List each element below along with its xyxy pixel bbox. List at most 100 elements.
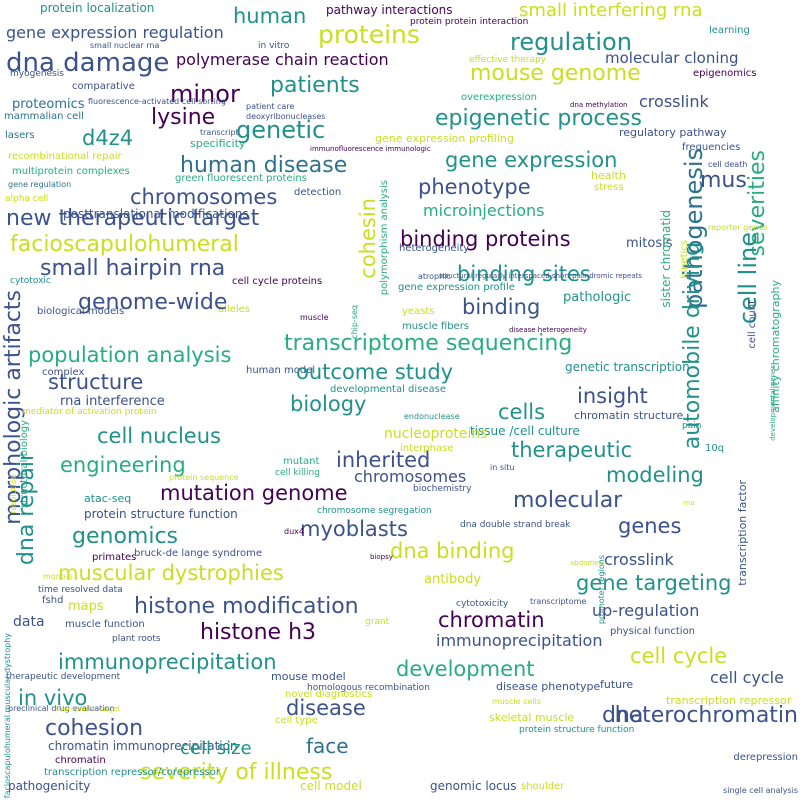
word-therapeutic-development: therapeutic development <box>6 672 121 682</box>
word-lysine: lysine <box>151 105 216 130</box>
word-bruck-de-lange-syndrome: bruck-de lange syndrome <box>134 548 263 559</box>
word-regulatory-pathway: regulatory pathway <box>619 126 727 139</box>
word-specificity: specificity <box>190 137 246 150</box>
word-disease-phenotype: disease phenotype <box>496 680 601 693</box>
word-chromatin: chromatin <box>55 755 106 766</box>
word-genomic-locus: genomic locus <box>430 779 517 793</box>
word-d4z4: d4z4 <box>82 126 134 150</box>
word-shoulder: shoulder <box>521 781 565 792</box>
word-cells: cells <box>498 400 546 424</box>
word-chromatin: chromatin <box>438 608 545 632</box>
word-disease-heterogeneity: disease heterogeneity <box>509 326 587 334</box>
word-muscular-dystrophies: muscular dystrophies <box>58 561 284 585</box>
word-biochemistry: biochemistry <box>413 484 472 494</box>
word-future: future <box>600 678 634 691</box>
word-alpha-cell: alpha cell <box>5 194 49 204</box>
word-derepression: derepression <box>733 752 798 763</box>
word-chromatin-structure: chromatin structure <box>574 409 684 422</box>
word-molecular-cloning: molecular cloning <box>605 49 739 67</box>
word-plant-roots: plant roots <box>112 634 161 644</box>
word-polymorphism-analysis: polymorphism analysis <box>379 180 390 296</box>
word-in-situ: in situ <box>490 463 515 472</box>
word-chip-seq: chip-seq <box>350 305 359 339</box>
word-immunoprecipitation: immunoprecipitation <box>58 650 277 674</box>
word-genomics: genomics <box>72 524 179 549</box>
word-heterochromatin: heterochromatin <box>614 703 798 728</box>
word-molecular: molecular <box>513 488 623 513</box>
word-dna-repair: dna repair <box>14 452 39 566</box>
word-epigenetic-process: epigenetic process <box>435 106 642 131</box>
word-preclinical-drug-evaluation: preclinical drug evaluation <box>8 704 115 713</box>
word-gene-expression-regulation: gene expression regulation <box>6 23 224 42</box>
word-cell-nucleus: cell nucleus <box>97 424 221 448</box>
word-recombinational-repair: recombinational repair <box>8 151 122 162</box>
word-small-nuclear-rna: small nuclear rna <box>90 41 160 50</box>
word-sister-chromatid: sister chromatid <box>659 210 673 308</box>
word-dna: dna <box>602 703 644 728</box>
word-gene-expression-profile: gene expression profile <box>398 282 515 293</box>
word-detection: detection <box>294 187 342 198</box>
word-biology: biology <box>290 392 367 416</box>
word-biological-models: biological models <box>37 306 125 317</box>
word-protein-structure-function: protein structure function <box>519 725 635 735</box>
word-transcription-repressor-corepressor: transcription repressor/corepressor <box>44 767 220 778</box>
word-small-hairpin-rna: small hairpin rna <box>40 256 226 281</box>
word-immunoprecipitation: immunoprecipitation <box>436 631 603 650</box>
word-skeletal-muscle: skeletal muscle <box>489 711 575 724</box>
word-genome-wide: genome-wide <box>78 290 228 315</box>
word-cohesion: cohesion <box>45 716 144 741</box>
word-small-interfering-rna: small interfering rna <box>519 0 703 21</box>
word-therapeutic-target: therapeutic target <box>56 705 120 713</box>
word-engineering: engineering <box>60 453 186 477</box>
word-gene-expression-profiling: gene expression profiling <box>375 132 514 145</box>
word-endonuclease: endonuclease <box>404 412 460 421</box>
word-cell-size: cell size <box>180 738 252 759</box>
word-lasers: lasers <box>5 130 35 141</box>
word-pathogenicity: pathogenicity <box>8 779 91 793</box>
word-patients: patients <box>270 73 360 98</box>
word-pathologic: pathologic <box>563 290 632 305</box>
word-dna-binding: dna binding <box>390 539 515 563</box>
word-regulation: regulation <box>510 28 632 56</box>
word-cohesin: cohesin <box>356 198 380 279</box>
word-transcription-repressor: transcription repressor <box>666 694 792 707</box>
word-mus: mus <box>700 168 747 193</box>
word-structural-regularly-interspaced-short-palindromic-repeats: structural regularly interspaced short p… <box>439 272 642 280</box>
word-cell-cycle: cell cycle <box>630 644 728 668</box>
word-mammalian-cell: mammalian cell <box>4 111 84 122</box>
word-abdomen: abdomen <box>570 559 604 567</box>
word-genes: genes <box>618 514 682 538</box>
word-development: development <box>396 657 535 681</box>
word-patient-care: patient care <box>246 102 295 111</box>
word-data: data <box>13 614 45 630</box>
word-complex: complex <box>42 367 85 378</box>
word-myoblasts: myoblasts <box>300 517 408 541</box>
word-epigenomics: epigenomics <box>693 68 757 79</box>
word-up-regulation: up-regulation <box>592 601 700 620</box>
word-physical-function: physical function <box>610 626 696 637</box>
word-tissue-cell-culture: tissue /cell culture <box>470 424 580 438</box>
word-binding: binding <box>462 295 541 319</box>
word-mutant: mutant <box>283 456 320 467</box>
word-face: face <box>306 734 349 758</box>
word-deoxyribonucleases: deoxyribonucleases <box>246 112 326 121</box>
word-maps: maps <box>68 599 104 614</box>
word-chromatin-immunoprecipitation: chromatin immunoprecipitation <box>48 739 238 753</box>
word-biopsy: biopsy <box>370 553 393 561</box>
word-proteomics: proteomics <box>12 97 85 112</box>
word-protein-protein-interaction: protein protein interaction <box>410 17 529 27</box>
word-atac-seq: atac-seq <box>84 492 132 505</box>
word-mediator-of-activation-protein: mediator of activation protein <box>22 407 157 417</box>
word-muscle-cells: muscle cells <box>492 697 542 706</box>
word-posttranslational-modifications: posttranslational modifications <box>63 207 249 221</box>
word-alleles: alleles <box>218 304 250 315</box>
word-antibody: antibody <box>424 572 482 587</box>
word-gene-expression: gene expression <box>445 148 618 172</box>
word-cell-cycle-proteins: cell cycle proteins <box>232 276 323 287</box>
word-automobile-driving: automobile driving <box>680 242 705 450</box>
word-novel-diagnostics: novel diagnostics <box>285 689 373 700</box>
word-interphase: interphase <box>400 443 454 454</box>
word-severity-of-illness: severity of illness <box>140 760 333 785</box>
word-microinjections: microinjections <box>423 201 545 220</box>
